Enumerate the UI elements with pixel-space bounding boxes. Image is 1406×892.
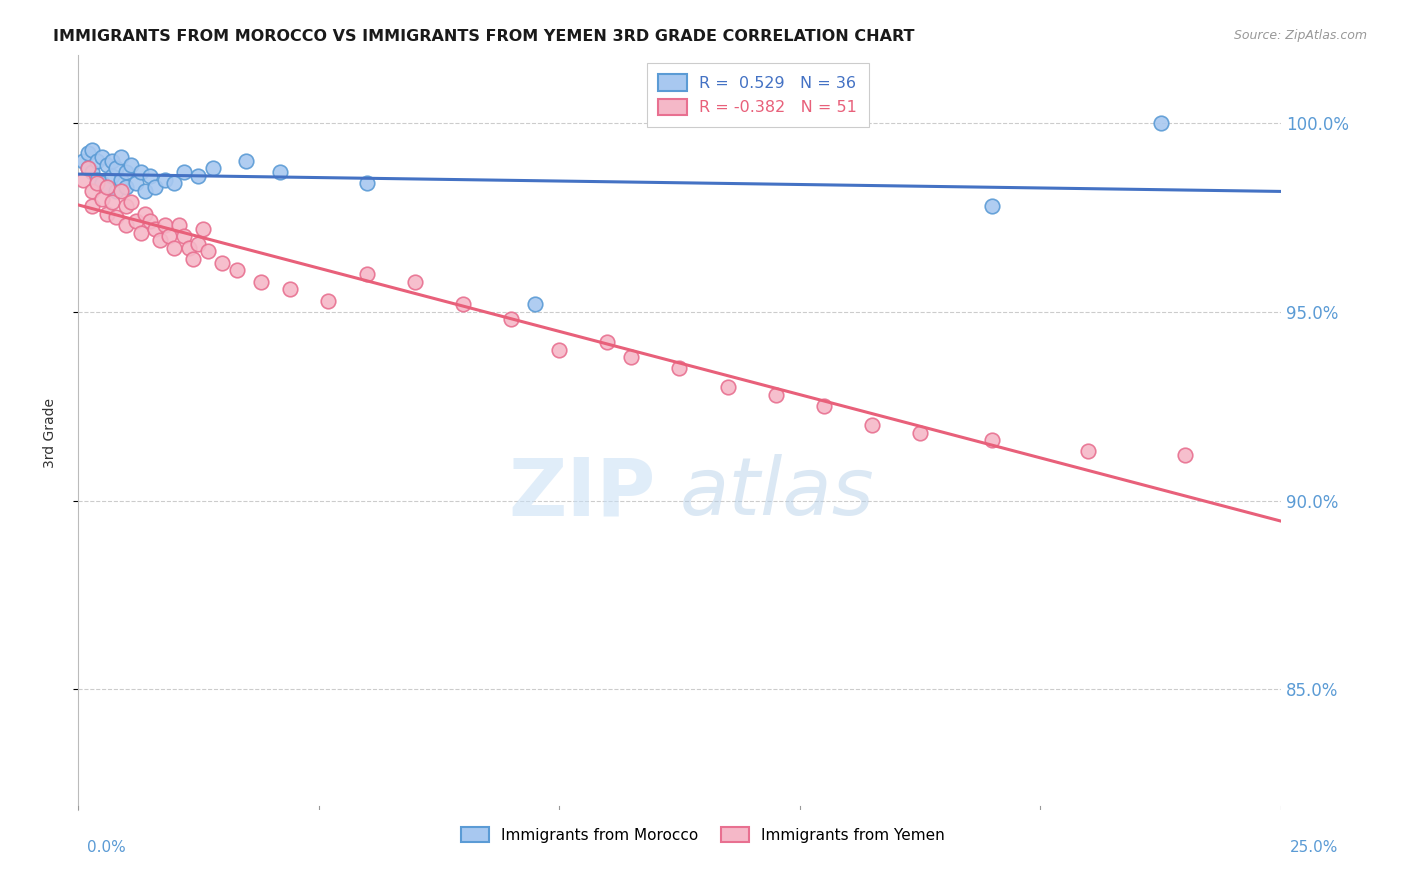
Point (197, 244, 219, 259)
Point (120, 195, 142, 210)
Text: Source: ZipAtlas.com: Source: ZipAtlas.com (1233, 29, 1367, 42)
Point (225, 263, 247, 277)
Point (76, 161, 98, 176)
Point (91, 192, 114, 206)
Point (356, 267, 378, 281)
Text: atlas: atlas (679, 454, 875, 532)
Text: 25.0%: 25.0% (1291, 840, 1339, 855)
Point (1150, 116, 1173, 130)
Point (115, 199, 138, 213)
Point (278, 282, 301, 296)
Point (115, 165, 138, 179)
Point (451, 297, 474, 311)
Point (981, 199, 1004, 213)
Point (187, 169, 209, 183)
Point (813, 399, 835, 413)
Point (105, 184, 128, 198)
Point (153, 218, 176, 232)
Text: IMMIGRANTS FROM MOROCCO VS IMMIGRANTS FROM YEMEN 3RD GRADE CORRELATION CHART: IMMIGRANTS FROM MOROCCO VS IMMIGRANTS FR… (53, 29, 915, 44)
Point (143, 180, 166, 194)
Y-axis label: 3rd Grade: 3rd Grade (44, 398, 58, 467)
Point (668, 361, 690, 376)
Point (82, 184, 104, 198)
Point (149, 233, 172, 247)
Point (620, 350, 643, 364)
Point (211, 256, 233, 270)
Point (153, 172, 176, 186)
Point (86, 153, 108, 168)
Point (716, 380, 738, 394)
Point (100, 169, 122, 183)
Point (110, 150, 132, 164)
Point (356, 177, 378, 191)
Point (82, 165, 104, 179)
Point (129, 165, 152, 179)
Point (404, 275, 426, 289)
Point (86, 172, 108, 186)
Point (183, 252, 205, 266)
Point (82, 199, 104, 213)
Point (1077, 444, 1099, 458)
Point (110, 184, 132, 198)
Point (499, 312, 522, 326)
Point (105, 161, 128, 176)
Point (981, 433, 1004, 447)
Point (860, 418, 883, 433)
Point (96, 207, 118, 221)
Point (201, 161, 224, 176)
Point (115, 218, 138, 232)
Point (91, 150, 114, 164)
Point (76, 161, 98, 176)
Point (269, 165, 291, 179)
Point (100, 153, 122, 168)
Point (249, 275, 271, 289)
Point (72, 172, 94, 186)
Point (139, 169, 162, 183)
Point (76, 146, 98, 161)
Point (157, 229, 180, 244)
Point (86, 177, 108, 191)
Point (596, 334, 619, 349)
Point (524, 297, 547, 311)
Point (143, 221, 166, 235)
Point (120, 158, 142, 172)
Point (125, 214, 148, 228)
Point (191, 221, 214, 235)
Text: 0.0%: 0.0% (87, 840, 127, 855)
Point (72, 153, 94, 168)
Point (105, 211, 128, 225)
Point (765, 388, 787, 402)
Point (173, 165, 195, 179)
Point (1174, 448, 1197, 462)
Point (235, 153, 257, 168)
Point (173, 229, 195, 244)
Point (125, 177, 148, 191)
Point (134, 184, 156, 198)
Point (96, 180, 118, 194)
Point (100, 195, 122, 210)
Point (110, 172, 132, 186)
Point (908, 425, 931, 440)
Point (163, 241, 186, 255)
Point (167, 218, 190, 232)
Legend: R =  0.529   N = 36, R = -0.382   N = 51: R = 0.529 N = 36, R = -0.382 N = 51 (647, 63, 869, 127)
Point (316, 293, 339, 308)
Point (139, 214, 162, 228)
Legend: Immigrants from Morocco, Immigrants from Yemen: Immigrants from Morocco, Immigrants from… (454, 819, 952, 850)
Point (96, 180, 118, 194)
Point (96, 158, 118, 172)
Point (187, 236, 209, 251)
Point (134, 207, 156, 221)
Point (163, 177, 186, 191)
Point (91, 177, 114, 191)
Point (548, 343, 571, 357)
Point (129, 226, 152, 240)
Point (177, 241, 200, 255)
Point (115, 180, 138, 194)
Point (82, 143, 104, 157)
Text: ZIP: ZIP (508, 454, 655, 532)
